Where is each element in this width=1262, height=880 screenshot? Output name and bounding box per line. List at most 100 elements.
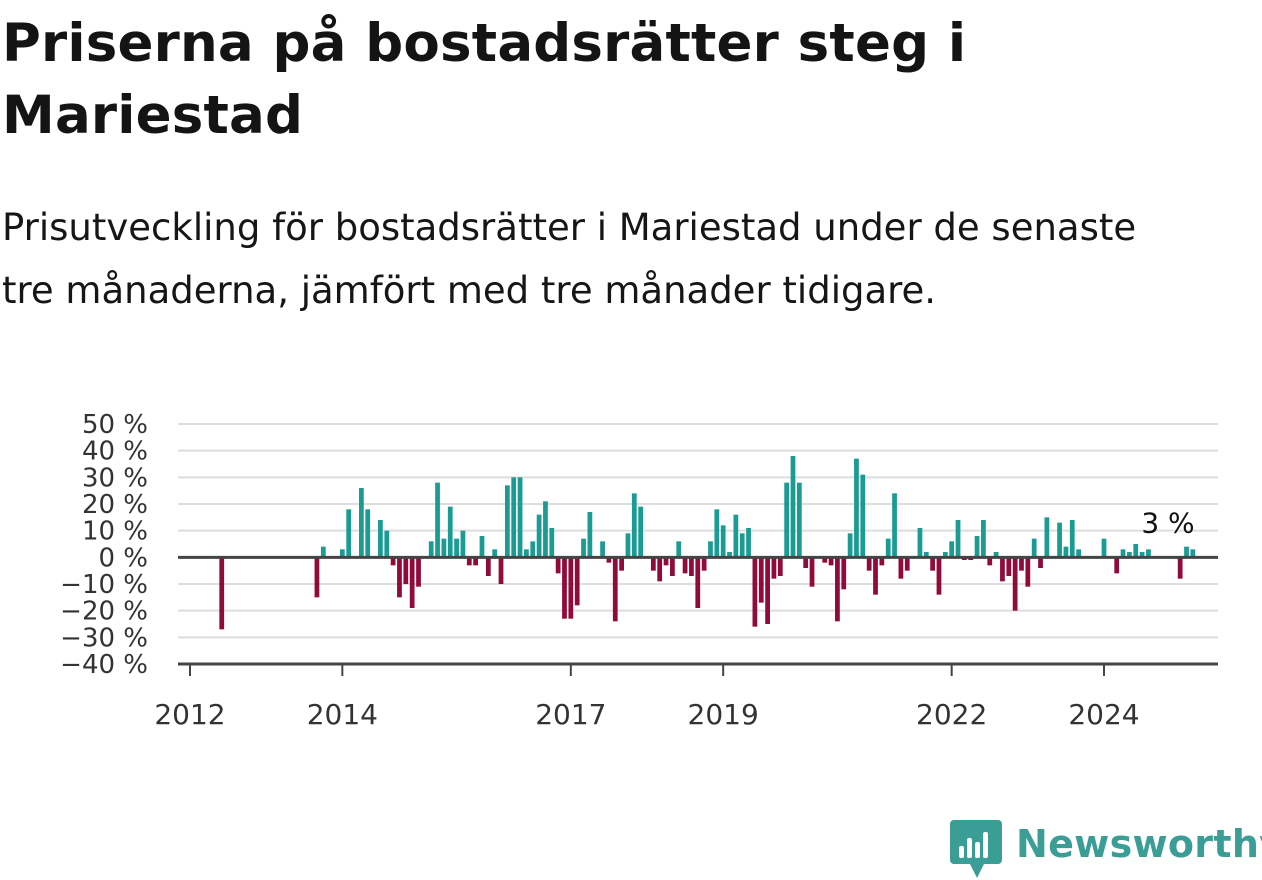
bar bbox=[879, 557, 885, 566]
bar bbox=[1006, 557, 1012, 576]
bar-chart: 50 %40 %30 %20 %10 %0 %−10 %−20 %−30 %−4… bbox=[60, 410, 1218, 730]
bar bbox=[701, 557, 707, 571]
bar bbox=[1133, 544, 1139, 558]
y-tick-label: 30 % bbox=[82, 463, 148, 493]
bar bbox=[803, 557, 809, 568]
bar bbox=[1190, 549, 1196, 558]
bar bbox=[447, 506, 453, 558]
bar bbox=[828, 557, 834, 566]
x-tick-label: 2012 bbox=[154, 698, 225, 730]
last-value-label: 3 % bbox=[1141, 507, 1194, 540]
bar bbox=[714, 509, 720, 558]
bar bbox=[536, 514, 542, 558]
bar bbox=[860, 474, 866, 558]
bar bbox=[847, 533, 853, 558]
bar bbox=[454, 538, 459, 558]
bar bbox=[1025, 557, 1031, 587]
bar bbox=[1057, 522, 1062, 558]
bar bbox=[479, 536, 485, 558]
bar bbox=[898, 557, 904, 579]
bar bbox=[498, 557, 504, 584]
bar bbox=[771, 557, 777, 579]
bar bbox=[733, 514, 739, 558]
chart-subtitle: Prisutveckling för bostadsrätter i Marie… bbox=[2, 206, 1137, 312]
bar bbox=[942, 552, 948, 558]
bar bbox=[435, 482, 440, 558]
bar bbox=[892, 493, 897, 558]
chart-title: Priserna på bostadsrätter steg i Mariest… bbox=[2, 13, 967, 146]
bar bbox=[346, 509, 352, 558]
bar bbox=[746, 528, 751, 558]
bar bbox=[904, 557, 910, 571]
bar bbox=[1000, 557, 1005, 582]
bar bbox=[606, 557, 612, 563]
bar bbox=[314, 557, 320, 598]
bar bbox=[460, 530, 466, 558]
bar bbox=[1019, 557, 1024, 571]
bar bbox=[689, 557, 694, 576]
bar bbox=[555, 557, 561, 574]
bar bbox=[676, 541, 682, 558]
bar bbox=[809, 557, 815, 587]
bar bbox=[466, 557, 472, 566]
bar bbox=[955, 520, 961, 558]
bar bbox=[1069, 520, 1075, 558]
brand-name: Newsworthy bbox=[1016, 822, 1262, 866]
bar bbox=[574, 557, 580, 606]
bar bbox=[917, 528, 923, 558]
bar bbox=[390, 557, 396, 566]
bar bbox=[504, 485, 510, 558]
bar bbox=[974, 536, 980, 558]
bar bbox=[657, 557, 663, 582]
bar bbox=[949, 541, 955, 558]
bar bbox=[1076, 549, 1081, 558]
y-tick-label: 0 % bbox=[98, 543, 148, 573]
bar bbox=[359, 488, 364, 558]
bar bbox=[727, 552, 732, 558]
y-tick-label: 20 % bbox=[82, 490, 148, 520]
bar bbox=[936, 557, 942, 595]
bar bbox=[339, 549, 345, 558]
bar bbox=[581, 538, 586, 558]
bar bbox=[600, 541, 605, 558]
bar bbox=[378, 520, 383, 558]
bar bbox=[930, 557, 935, 571]
bar bbox=[416, 557, 421, 587]
bar bbox=[790, 456, 796, 558]
bar bbox=[1044, 517, 1050, 558]
axes bbox=[178, 555, 1218, 676]
bar bbox=[841, 557, 847, 590]
bar bbox=[682, 557, 688, 574]
bar bbox=[873, 557, 878, 595]
bar bbox=[987, 557, 993, 566]
y-tick-label: 40 % bbox=[82, 437, 148, 467]
x-tick-label: 2024 bbox=[1068, 698, 1139, 730]
bar bbox=[397, 557, 402, 598]
bar bbox=[543, 501, 548, 558]
bar bbox=[1120, 549, 1126, 558]
brand-logo: Newsworthy bbox=[950, 818, 1262, 880]
x-tick-label: 2022 bbox=[916, 698, 987, 730]
bar bbox=[511, 477, 517, 558]
bar bbox=[619, 557, 624, 571]
bar bbox=[835, 557, 840, 622]
y-axis-tick-labels: 50 %40 %30 %20 %10 %0 %−10 %−20 %−30 %−4… bbox=[60, 410, 148, 680]
bar bbox=[524, 549, 529, 558]
bar bbox=[1012, 557, 1018, 611]
bar bbox=[708, 541, 713, 558]
bar bbox=[739, 533, 745, 558]
bar bbox=[854, 458, 859, 558]
bar bbox=[1114, 557, 1120, 574]
bar bbox=[752, 557, 758, 627]
bar bbox=[765, 557, 770, 624]
bar bbox=[403, 557, 409, 584]
bar bbox=[1038, 557, 1043, 568]
bar bbox=[695, 557, 701, 608]
y-tick-label: −40 % bbox=[60, 650, 148, 680]
bar bbox=[822, 557, 828, 563]
bar bbox=[549, 528, 555, 558]
bar bbox=[993, 552, 999, 558]
annotations: 3 % bbox=[1141, 507, 1194, 540]
bar bbox=[1063, 546, 1069, 558]
bar bbox=[866, 557, 872, 571]
